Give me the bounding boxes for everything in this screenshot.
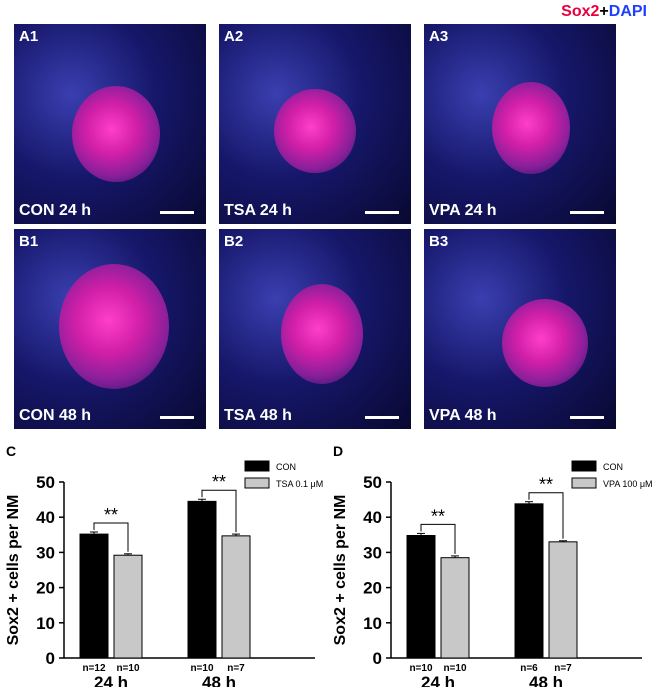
plus-sign: + <box>599 3 609 20</box>
n-label: n=6 <box>520 663 538 674</box>
image-panel-a1: A1 CON 24 h <box>14 24 206 224</box>
panel-label: B2 <box>224 233 244 250</box>
image-panel-a2: A2 TSA 24 h <box>219 24 411 224</box>
significance-label: ** <box>539 475 553 495</box>
x-tick-label: 48 h <box>202 673 236 687</box>
scale-bar <box>160 416 194 419</box>
significance-bracket <box>528 492 564 539</box>
significance-bracket <box>420 523 456 554</box>
n-label: n=10 <box>190 663 214 674</box>
condition-label: VPA 24 h <box>429 202 497 219</box>
panel-label: A1 <box>19 28 39 45</box>
legend-label: VPA 100 μM <box>603 479 653 489</box>
image-panel-a3: A3 VPA 24 h <box>424 24 616 224</box>
x-tick-label: 24 h <box>421 673 455 687</box>
n-label: n=10 <box>116 663 140 674</box>
legend-swatch <box>571 477 597 489</box>
stain-legend: Sox2+DAPI <box>561 3 647 21</box>
dapi-label: DAPI <box>608 3 647 20</box>
neuromast <box>281 284 363 384</box>
n-label: n=7 <box>554 663 572 674</box>
y-axis-label: Sox2 + cells per NM <box>5 495 22 646</box>
y-tick-label: 40 <box>363 508 382 527</box>
n-label: n=10 <box>409 663 433 674</box>
scale-bar <box>365 416 399 419</box>
legend-label: CON <box>276 462 296 472</box>
y-tick-label: 30 <box>363 543 382 562</box>
y-tick-label: 50 <box>363 473 382 492</box>
bar <box>79 533 109 659</box>
bar <box>221 535 251 659</box>
n-label: n=12 <box>82 663 106 674</box>
significance-label: ** <box>212 472 226 492</box>
bar-chart-c: C Sox2 + cells per NM 0 10 20 30 40 50 n=12 n=10 *… <box>5 443 323 687</box>
bar <box>514 503 544 659</box>
condition-label: TSA 24 h <box>224 202 292 219</box>
y-tick-label: 0 <box>46 649 55 668</box>
legend-label: TSA 0.1 μM <box>276 479 323 489</box>
legend-swatch <box>571 460 597 472</box>
scale-bar <box>570 211 604 214</box>
y-tick-label: 30 <box>36 543 55 562</box>
neuromast <box>492 82 570 174</box>
scale-bar <box>365 211 399 214</box>
y-tick-label: 10 <box>36 614 55 633</box>
bar <box>440 557 470 659</box>
scale-bar <box>160 211 194 214</box>
condition-label: CON 24 h <box>19 202 92 219</box>
significance-label: ** <box>104 505 118 525</box>
bar <box>406 535 436 659</box>
image-panel-b2: B2 TSA 48 h <box>219 229 411 429</box>
image-panel-b3: B3 VPA 48 h <box>424 229 616 429</box>
significance-bracket <box>93 522 129 552</box>
legend-swatch <box>244 460 270 472</box>
significance-label: ** <box>431 506 445 526</box>
significance-bracket <box>201 489 237 533</box>
panel-label: B3 <box>429 233 449 250</box>
condition-label: VPA 48 h <box>429 407 497 424</box>
image-panel-b1: B1 CON 48 h <box>14 229 206 429</box>
scale-bar <box>570 416 604 419</box>
panel-label: A3 <box>429 28 449 45</box>
sox2-label: Sox2 <box>561 3 600 20</box>
legend-swatch <box>244 477 270 489</box>
y-tick-label: 50 <box>36 473 55 492</box>
y-tick-label: 0 <box>373 649 382 668</box>
bar <box>187 500 217 659</box>
condition-label: TSA 48 h <box>224 407 292 424</box>
x-tick-label: 48 h <box>529 673 563 687</box>
panel-label: A2 <box>224 28 244 45</box>
n-label: n=10 <box>443 663 467 674</box>
neuromast <box>502 299 588 387</box>
neuromast <box>59 264 169 389</box>
y-tick-label: 10 <box>363 614 382 633</box>
x-tick-label: 24 h <box>94 673 128 687</box>
bar <box>548 541 578 659</box>
y-tick-label: 40 <box>36 508 55 527</box>
panel-letter: D <box>333 443 343 459</box>
y-tick-label: 20 <box>363 579 382 598</box>
bar-chart-d: D Sox2 + cells per NM 0 10 20 30 40 50 n=10 n=10 *… <box>332 443 653 687</box>
panel-letter: C <box>6 443 16 459</box>
n-label: n=7 <box>227 663 245 674</box>
neuromast <box>72 86 160 182</box>
legend-label: CON <box>603 462 623 472</box>
y-axis-label: Sox2 + cells per NM <box>332 495 349 646</box>
bar <box>113 554 143 659</box>
y-tick-label: 20 <box>36 579 55 598</box>
neuromast <box>274 89 356 173</box>
panel-label: B1 <box>19 233 39 250</box>
condition-label: CON 48 h <box>19 407 92 424</box>
